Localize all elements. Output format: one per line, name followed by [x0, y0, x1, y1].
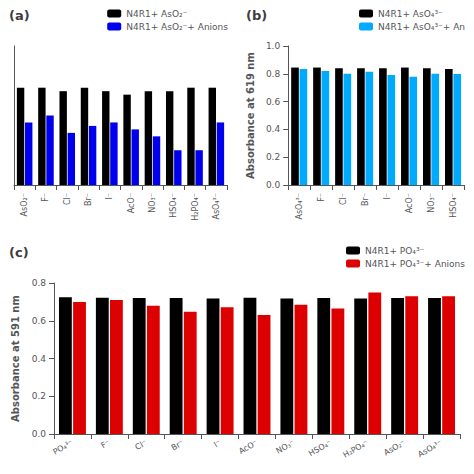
svg-text:F⁻: F⁻	[41, 193, 50, 202]
svg-text:(c): (c)	[9, 245, 29, 260]
svg-text:AcO⁻: AcO⁻	[237, 438, 259, 456]
svg-text:Cl⁻: Cl⁻	[134, 438, 149, 452]
svg-text:HSO₄⁻: HSO₄⁻	[307, 438, 333, 458]
svg-text:N4R1+ AsO₂⁻+ Anions: N4R1+ AsO₂⁻+ Anions	[126, 22, 228, 32]
svg-text:I⁻: I⁻	[105, 193, 114, 200]
svg-text:NO₃⁻: NO₃⁻	[148, 193, 157, 213]
svg-text:0.6: 0.6	[32, 316, 47, 326]
svg-text:(b): (b)	[246, 8, 267, 23]
svg-text:N4R1+ AsO₄³⁻+ An: N4R1+ AsO₄³⁻+ An	[378, 22, 465, 32]
svg-text:AsO₂⁻: AsO₂⁻	[382, 438, 407, 457]
svg-text:NO₃⁻: NO₃⁻	[427, 193, 436, 213]
svg-text:AsO₄³⁻: AsO₄³⁻	[295, 193, 304, 220]
svg-text:Absorbance at 619 nm: Absorbance at 619 nm	[245, 52, 256, 179]
svg-text:1.0: 1.0	[266, 41, 281, 51]
svg-text:0.0: 0.0	[266, 180, 281, 190]
svg-text:NO₃⁻: NO₃⁻	[275, 438, 297, 456]
svg-text:0.2: 0.2	[266, 152, 280, 162]
svg-text:H₂PO₄⁻: H₂PO₄⁻	[341, 438, 370, 460]
svg-text:0.8: 0.8	[266, 69, 281, 79]
svg-text:AsO₂⁻: AsO₂⁻	[20, 193, 29, 216]
svg-text:PO₄³⁻: PO₄³⁻	[51, 438, 74, 457]
svg-text:Br⁻: Br⁻	[84, 193, 93, 206]
svg-text:AsO₄³⁻: AsO₄³⁻	[416, 438, 443, 459]
svg-text:Absorbance at 591 nm: Absorbance at 591 nm	[10, 295, 21, 422]
svg-text:Cl⁻: Cl⁻	[63, 193, 72, 205]
svg-text:F⁻: F⁻	[317, 193, 326, 202]
svg-text:N4R1+ PO₄³⁻+ Anions: N4R1+ PO₄³⁻+ Anions	[365, 259, 465, 269]
svg-text:AcO⁻: AcO⁻	[405, 193, 414, 213]
svg-text:I⁻: I⁻	[383, 193, 392, 200]
svg-text:HSO₄⁻: HSO₄⁻	[449, 193, 458, 218]
svg-text:0.2: 0.2	[32, 391, 46, 401]
svg-text:AcO⁻: AcO⁻	[127, 193, 136, 213]
svg-text:N4R1+ AsO₂⁻: N4R1+ AsO₂⁻	[126, 9, 187, 19]
svg-text:Cl⁻: Cl⁻	[339, 193, 348, 205]
svg-text:Br⁻: Br⁻	[361, 193, 370, 206]
svg-text:0.8: 0.8	[32, 278, 47, 288]
svg-text:0.0: 0.0	[32, 429, 47, 439]
svg-text:H₂PO₄⁻: H₂PO₄⁻	[191, 193, 200, 221]
svg-text:N4R1+ AsO₄³⁻: N4R1+ AsO₄³⁻	[378, 9, 443, 19]
svg-text:0.4: 0.4	[32, 354, 47, 364]
svg-text:I⁻: I⁻	[212, 438, 222, 449]
svg-text:0.6: 0.6	[266, 97, 281, 107]
svg-text:N4R1+ PO₄³⁻: N4R1+ PO₄³⁻	[365, 246, 425, 256]
svg-text:AsO₄³⁻: AsO₄³⁻	[212, 193, 221, 220]
svg-text:Br⁻: Br⁻	[170, 438, 186, 452]
svg-text:0.4: 0.4	[266, 124, 281, 134]
svg-text:F⁻: F⁻	[99, 438, 111, 450]
svg-text:HSO₄⁻: HSO₄⁻	[169, 193, 178, 218]
svg-text:(a): (a)	[9, 8, 30, 23]
